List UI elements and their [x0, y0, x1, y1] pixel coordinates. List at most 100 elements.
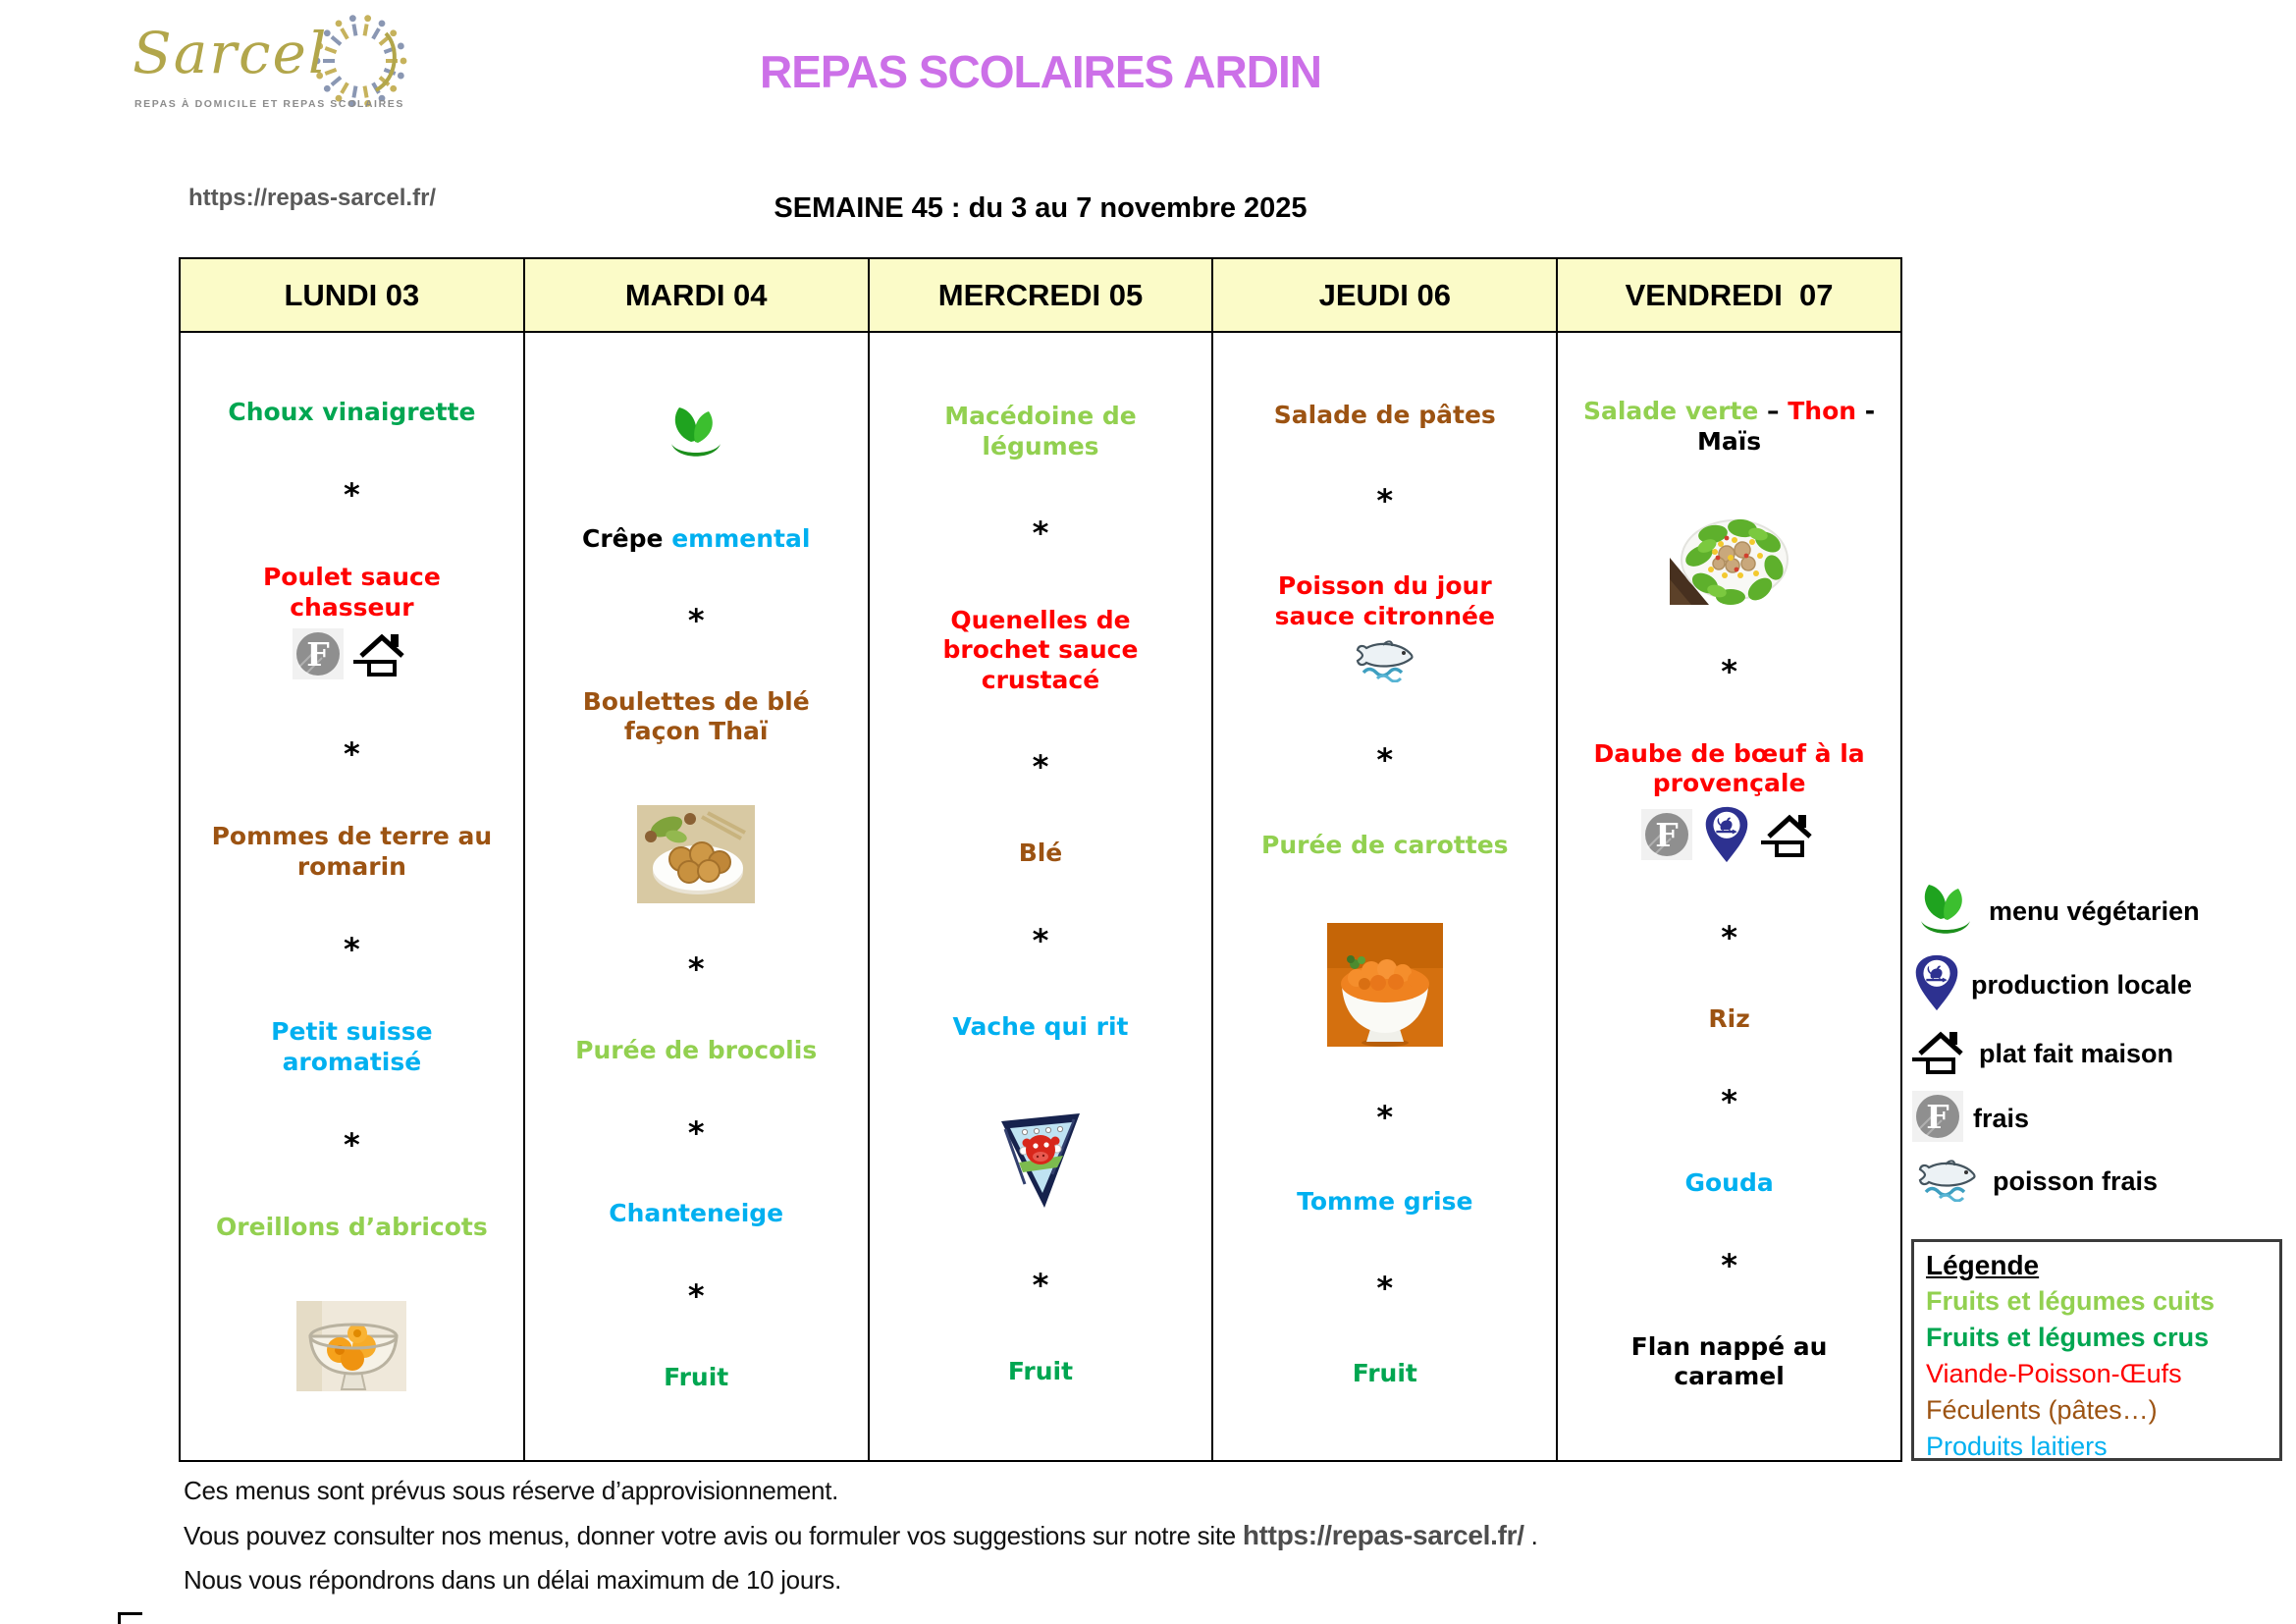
legend-item: menu végétarien: [1912, 880, 2291, 944]
day-menu: Crêpe emmental * Boulettes de blé façon Th…: [525, 333, 868, 1460]
dish-text-run: Poisson du jour sauce citronnée: [1274, 571, 1495, 630]
dish-text: Blé: [1019, 839, 1063, 869]
footer-line-2: Vous pouvez consulter nos menus, donner …: [184, 1513, 2049, 1558]
salade-thon-photo: [1669, 514, 1789, 606]
frais-icon: F: [293, 628, 345, 687]
separator-star: *: [687, 950, 705, 989]
dish-text-run: Fruit: [664, 1362, 729, 1391]
dish-text-run: Vache qui rit: [952, 1012, 1129, 1042]
dish-text-run: Tomme grise: [1297, 1187, 1473, 1217]
separator-star: *: [1721, 1246, 1737, 1284]
vegetarien-icon: [1912, 880, 1979, 944]
separator-star: *: [1032, 748, 1049, 786]
legend-item: poisson frais: [1912, 1157, 2291, 1207]
legend-color-label: Fruits et légumes crus: [1926, 1323, 2210, 1352]
dish-text: Macédoine de légumes: [893, 402, 1188, 461]
dish-text-run: Fruit: [1352, 1358, 1417, 1387]
separator-star: *: [1721, 919, 1737, 957]
dish-text-run: Fruit: [1007, 1357, 1074, 1386]
legend-color-label: Produits laitiers: [1926, 1432, 2108, 1461]
dish-name: Petit suisse aromatisé: [204, 1017, 499, 1077]
dish-text: Poulet sauce chasseur: [204, 563, 499, 623]
day-menu: Salade verte – Thon - Maïs * Daube de bœuf…: [1558, 333, 1900, 1460]
dish-name: Oreillons d’abricots: [216, 1213, 488, 1243]
svg-text:F: F: [307, 635, 330, 674]
dish-text-run: Oreillons d’abricots: [216, 1212, 488, 1241]
separator-star: *: [1376, 1098, 1394, 1136]
separator-star: *: [1721, 1082, 1737, 1120]
dish-text: Poisson du jour sauce citronnée: [1238, 571, 1532, 631]
separator-star: *: [1376, 741, 1394, 780]
dish-text-run: Chanteneige: [609, 1199, 784, 1228]
dish-text-run: Boulettes de blé façon Thaï: [582, 686, 810, 746]
week-subtitle: SEMAINE 45 : du 3 au 7 novembre 2025: [774, 192, 1308, 224]
dish-name: Chanteneige: [609, 1199, 783, 1229]
dish-text-run: Purée de carottes: [1261, 831, 1509, 860]
legend-title: Légende: [1926, 1250, 2040, 1280]
separator-star: *: [687, 1113, 705, 1152]
separator-star: *: [1721, 653, 1737, 691]
dish-icons: [1350, 637, 1420, 690]
legend-item-label: frais: [1973, 1104, 2030, 1133]
dish-text-run: Crêpe: [582, 523, 672, 553]
legend-item-label: production locale: [1971, 970, 2193, 1000]
dish-text-run: Gouda: [1684, 1168, 1774, 1197]
dish-text-run: Salade de pâtes: [1273, 400, 1496, 429]
vache-qui-rit-photo: [995, 1106, 1086, 1214]
dish-text-run: - Maïs: [1696, 397, 1876, 456]
dish-text: Fruit: [664, 1363, 728, 1393]
dish-text-run: Riz: [1708, 1004, 1750, 1034]
day-header: VENDREDI 07: [1558, 259, 1900, 333]
legend-item: plat fait maison: [1912, 1027, 2291, 1081]
legend-item-label: menu végétarien: [1989, 896, 2200, 926]
day-column: LUNDI 03 Choux vinaigrette * Poulet sauce c…: [181, 259, 525, 1460]
frais-icon: F: [1640, 808, 1692, 868]
dish-text: Purée de carottes: [1261, 831, 1509, 861]
dish-name: Salade verte – Thon - Maïs: [1582, 397, 1877, 457]
separator-star: *: [344, 735, 360, 774]
separator-star: *: [1032, 1267, 1049, 1305]
dish-name: Boulettes de blé façon Thaï: [549, 687, 843, 747]
dish-text: Gouda: [1684, 1168, 1773, 1199]
dish-name: Purée de carottes: [1261, 831, 1509, 861]
dish-name: Pommes de terre au romarin: [204, 822, 499, 882]
dish-text-run: Salade verte: [1582, 397, 1768, 426]
dish-text-run: Quenelles de brochet sauce crustacé: [942, 605, 1139, 694]
dish-icons: F: [1640, 805, 1818, 872]
dish-name: Poisson du jour sauce citronnée: [1238, 571, 1532, 690]
logo-caption: REPAS À DOMICILE ET REPAS SCOLAIRES: [134, 98, 404, 110]
dish-text: Salade verte – Thon - Maïs: [1582, 397, 1877, 457]
dish-text: Pommes de terre au romarin: [204, 822, 499, 882]
footer-line-2-text: Vous pouvez consulter nos menus, donner …: [184, 1521, 1243, 1550]
svg-text:F: F: [1926, 1098, 1949, 1136]
legend-color-label: Féculents (pâtes…): [1926, 1395, 2158, 1425]
menu-table: LUNDI 03 Choux vinaigrette * Poulet sauce c…: [179, 257, 1902, 1462]
dish-text-run: Petit suisse aromatisé: [271, 1017, 433, 1076]
puree-carottes-photo: [1326, 922, 1443, 1047]
maison-icon: [1760, 810, 1818, 867]
dish-name: Choux vinaigrette: [228, 398, 475, 428]
separator-star: *: [1376, 482, 1394, 520]
site-url[interactable]: https://repas-sarcel.fr/: [188, 185, 437, 211]
apricots-photo: [296, 1301, 407, 1392]
footer-site-url[interactable]: https://repas-sarcel.fr/: [1242, 1520, 1524, 1550]
separator-star: *: [344, 1125, 360, 1164]
footer-line-2-suffix: .: [1523, 1521, 1538, 1550]
vegetarien-icon: [663, 403, 729, 466]
legend-icon-list: menu végétarien production locale plat fai…: [1912, 880, 2291, 1207]
separator-star: *: [687, 1276, 705, 1315]
page-title: REPAS SCOLAIRES ARDIN: [760, 46, 1322, 97]
dish-text: Purée de brocolis: [575, 1036, 817, 1066]
maison-icon: [353, 629, 410, 686]
dish-icons: [663, 403, 729, 466]
footer-notes: Ces menus sont prévus sous réserve d’app…: [184, 1469, 2049, 1602]
dish-text: Choux vinaigrette: [228, 398, 475, 428]
dish-text: Boulettes de blé façon Thaï: [549, 687, 843, 747]
dish-text-run: Blé: [1018, 839, 1063, 868]
frais-icon: F: [1912, 1091, 1963, 1147]
people-circle-icon: [313, 15, 407, 107]
dish-name: Fruit: [664, 1363, 728, 1393]
dish-name: Tomme grise: [1297, 1187, 1472, 1218]
